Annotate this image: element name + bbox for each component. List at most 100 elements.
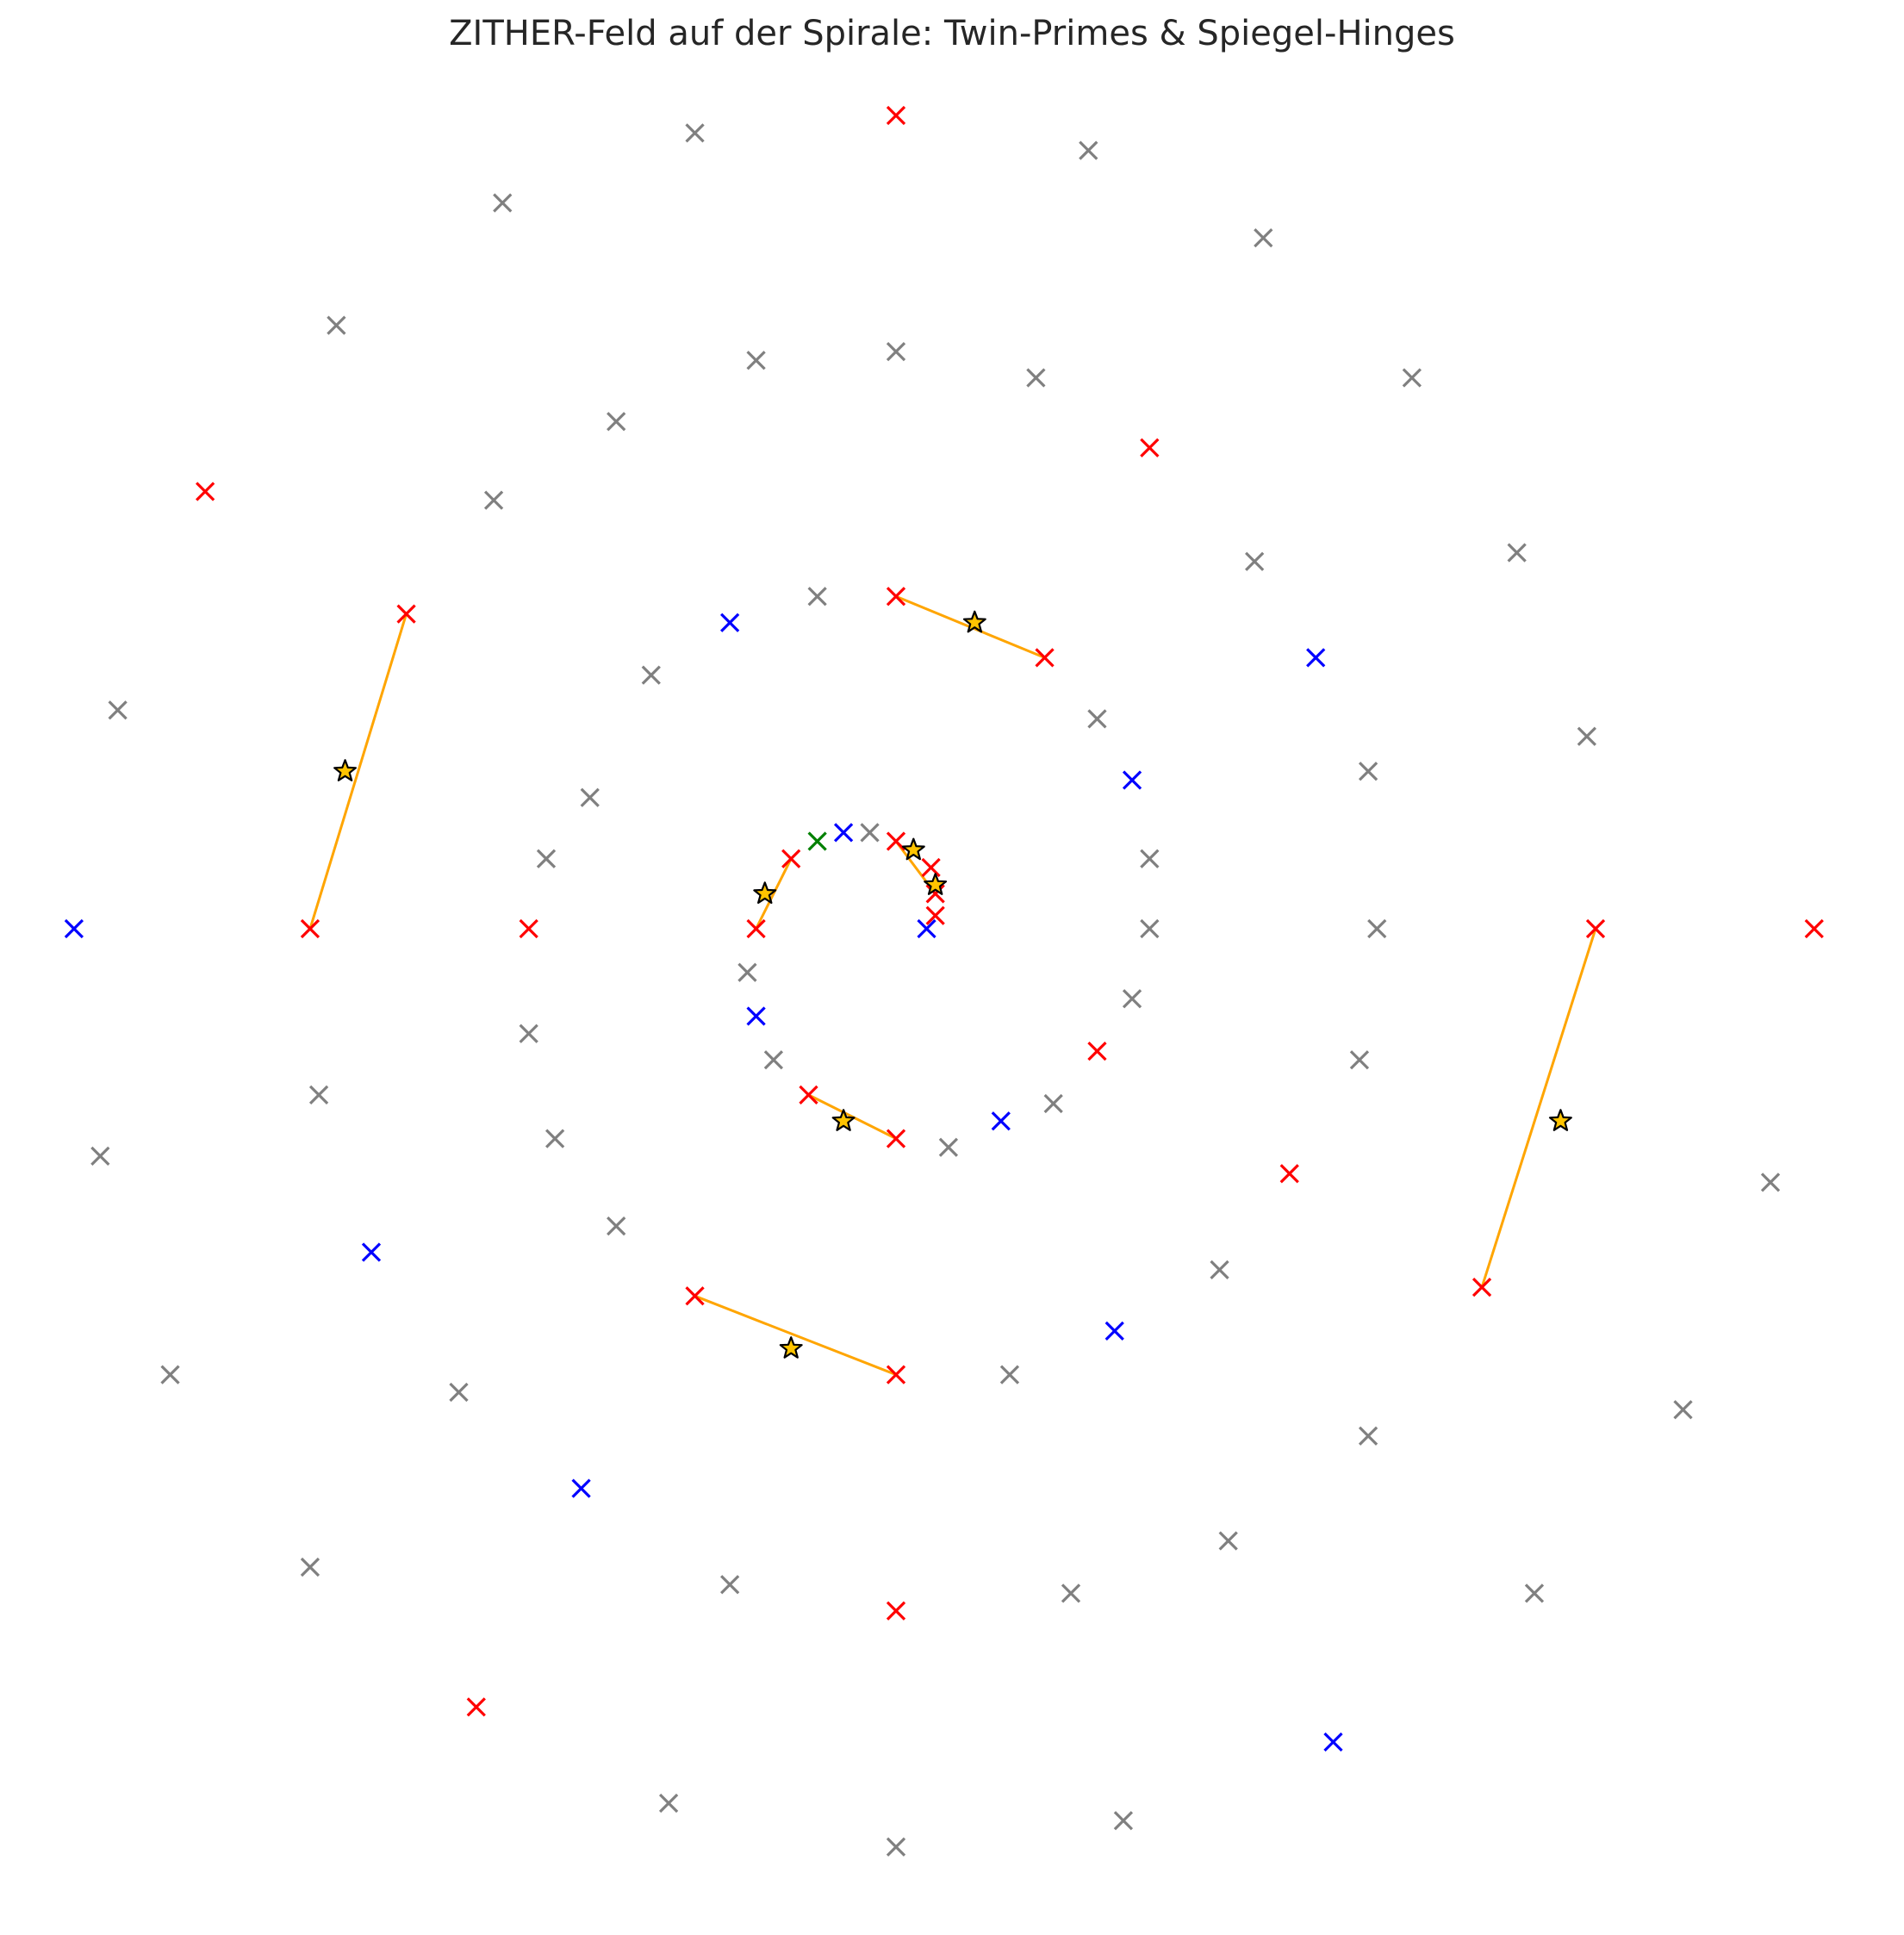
star-marker: [333, 759, 357, 781]
gray-x-marker: [327, 315, 346, 335]
gray-x-marker: [1349, 1050, 1370, 1070]
blue-x-marker: [64, 918, 84, 939]
gray-x-marker: [90, 1146, 110, 1167]
gray-x-marker: [1577, 726, 1596, 746]
gray-x-marker: [1507, 543, 1527, 563]
red-x-marker: [466, 1697, 486, 1717]
gray-x-marker: [108, 700, 128, 720]
star-marker: [1548, 1109, 1572, 1131]
gray-x-marker: [886, 1837, 906, 1857]
gray-x-marker: [886, 341, 906, 362]
hinge-line: [308, 613, 408, 930]
blue-x-marker: [1323, 1732, 1343, 1752]
red-x-marker: [1585, 918, 1606, 939]
red-x-marker: [1279, 1164, 1299, 1184]
gray-x-marker: [685, 123, 705, 143]
blue-x-marker: [991, 1111, 1011, 1131]
red-x-marker: [1087, 1041, 1107, 1061]
blue-x-marker: [361, 1242, 382, 1262]
gray-x-marker: [1113, 1811, 1134, 1831]
star-marker: [962, 610, 986, 633]
star-marker: [901, 837, 925, 861]
red-x-marker: [519, 918, 538, 939]
blue-x-marker: [1104, 1321, 1124, 1341]
gray-x-marker: [807, 587, 827, 607]
gray-x-marker: [1245, 551, 1265, 571]
hinge-line: [694, 1294, 897, 1377]
red-x-marker: [1140, 438, 1160, 457]
red-x-marker: [886, 105, 906, 126]
green-x-marker: [807, 831, 827, 851]
gray-x-marker: [1367, 918, 1387, 939]
red-x-marker: [396, 604, 416, 624]
gray-x-marker: [607, 412, 626, 432]
red-x-marker: [886, 587, 906, 607]
gray-x-marker: [1524, 1583, 1545, 1603]
red-x-marker: [921, 857, 941, 878]
star-marker: [924, 873, 948, 895]
blue-x-marker: [1122, 770, 1142, 790]
red-x-marker: [196, 482, 215, 501]
gray-x-marker: [1026, 368, 1046, 388]
red-x-marker: [781, 849, 801, 868]
gray-x-marker: [860, 823, 880, 843]
gray-x-marker: [449, 1382, 469, 1403]
red-x-marker: [886, 1365, 906, 1384]
star-marker: [779, 1336, 803, 1359]
gray-x-marker: [720, 1575, 740, 1595]
gray-x-marker: [160, 1365, 180, 1384]
gray-x-marker: [763, 1050, 784, 1070]
gray-x-marker: [545, 1129, 565, 1148]
red-x-marker: [886, 1601, 906, 1621]
gray-x-marker: [1079, 140, 1098, 160]
gray-x-marker: [1122, 989, 1142, 1009]
blue-x-marker: [1306, 648, 1326, 668]
gray-x-marker: [580, 787, 600, 807]
gray-x-marker: [641, 665, 661, 685]
gray-x-marker: [1087, 709, 1107, 729]
gray-x-marker: [746, 351, 766, 370]
red-x-marker: [1804, 918, 1824, 939]
hinge-line: [755, 858, 793, 930]
chart-title: ZITHER-Feld auf der Spirale: Twin-Primes…: [449, 14, 1455, 53]
gray-x-marker: [999, 1365, 1020, 1384]
gray-x-marker: [737, 962, 757, 982]
gray-x-marker: [1218, 1531, 1238, 1551]
red-x-marker: [886, 831, 906, 851]
gray-x-marker: [1673, 1400, 1693, 1420]
gray-x-marker: [938, 1137, 959, 1157]
gray-x-marker: [1210, 1260, 1229, 1279]
gray-x-marker: [1254, 228, 1273, 248]
hinge-stars: [333, 610, 1572, 1359]
red-x-marker: [1035, 648, 1055, 668]
gray-x-marker: [483, 490, 504, 510]
gray-x-marker: [1358, 1426, 1378, 1446]
blue-x-marker: [833, 823, 854, 843]
red-x-marker: [886, 1129, 906, 1148]
red-x-marker: [300, 918, 320, 939]
gray-x-marker: [1140, 849, 1160, 868]
gray-x-marker: [1140, 918, 1160, 939]
hinge-line: [1480, 928, 1597, 1288]
gray-x-marker: [300, 1557, 320, 1577]
red-x-marker: [685, 1286, 705, 1306]
gray-x-marker: [1358, 762, 1378, 781]
gray-x-marker: [1760, 1173, 1781, 1192]
gray-x-marker: [493, 193, 513, 213]
gray-x-marker: [1402, 368, 1422, 388]
star-marker: [753, 881, 777, 904]
blue-x-marker: [746, 1006, 766, 1026]
plot-area: [64, 105, 1824, 1857]
gray-x-marker: [658, 1793, 679, 1814]
red-x-marker: [1472, 1278, 1492, 1297]
gray-x-marker: [536, 849, 557, 868]
blue-x-marker: [571, 1478, 591, 1498]
gray-x-marker: [308, 1085, 329, 1104]
gray-x-marker: [1061, 1583, 1081, 1603]
blue-x-marker: [720, 613, 740, 632]
hinge-lines: [308, 594, 1597, 1377]
blue-x-marker: [917, 918, 936, 939]
markers: [64, 105, 1824, 1857]
red-x-marker: [746, 918, 766, 939]
